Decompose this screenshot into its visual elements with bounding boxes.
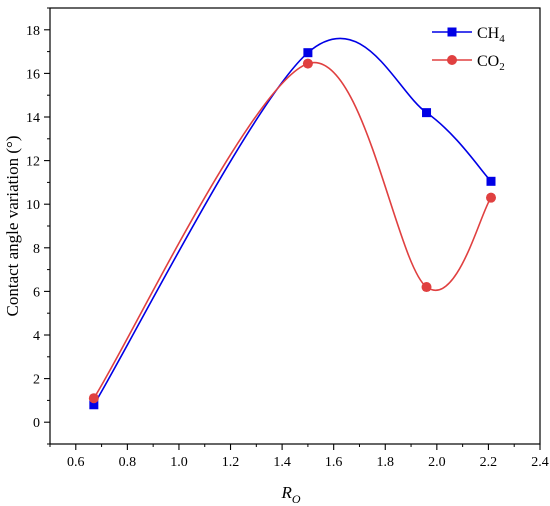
- data-point-ch4: [486, 176, 496, 186]
- legend-label-ch4: CH4: [477, 25, 505, 45]
- legend-marker-ch4: [447, 27, 457, 37]
- data-point-ch4: [422, 108, 432, 118]
- x-tick-label: 2.4: [531, 455, 549, 470]
- y-tick-label: 16: [26, 67, 40, 82]
- x-tick-label: 1.6: [325, 455, 343, 470]
- y-tick-label: 14: [26, 111, 40, 126]
- series-layer: [88, 37, 496, 410]
- data-point-co2: [88, 393, 99, 404]
- y-tick-label: 8: [33, 242, 40, 257]
- x-tick-label: 0.6: [67, 455, 85, 470]
- x-axis-title: RO: [280, 483, 300, 506]
- x-axis-title-base: R: [280, 483, 292, 502]
- series-line-co2: [93, 61, 492, 399]
- data-point-ch4: [303, 48, 313, 58]
- data-point-co2: [486, 192, 496, 203]
- data-point-co2: [421, 282, 432, 293]
- x-tick-label: 2.2: [480, 455, 498, 470]
- legend-marker-co2: [447, 55, 457, 65]
- x-tick-label: 1.8: [377, 455, 395, 470]
- y-tick-label: 6: [33, 285, 40, 300]
- x-tick-label: 1.4: [273, 455, 291, 470]
- y-tick-label: 2: [33, 373, 40, 388]
- y-tick-label: 18: [26, 24, 40, 39]
- y-tick-label: 0: [33, 416, 40, 431]
- x-axis-title-subscript: O: [292, 492, 301, 506]
- y-tick-label: 4: [33, 329, 40, 344]
- data-point-ch4: [89, 400, 99, 410]
- y-tick-label: 10: [26, 198, 40, 213]
- axis-ticks: 0.6 0.8 1.0 1.2 1.4 1.6 1.8 2.0 2.2 2.4 0 2 4 6 8 10 12 1…: [26, 7, 549, 470]
- x-tick-label: 0.8: [119, 455, 137, 470]
- x-tick-label: 2.0: [428, 455, 446, 470]
- y-tick-label: 12: [26, 155, 40, 170]
- x-tick-label: 1.0: [170, 455, 188, 470]
- x-tick-label: 1.2: [222, 455, 240, 470]
- series-line-ch4: [93, 37, 492, 406]
- data-point-co2: [302, 58, 313, 69]
- legend-label-co2: CO2: [477, 53, 505, 73]
- y-axis-title: Contact angle variation (°): [3, 136, 22, 317]
- plot-area-frame: [49, 7, 541, 445]
